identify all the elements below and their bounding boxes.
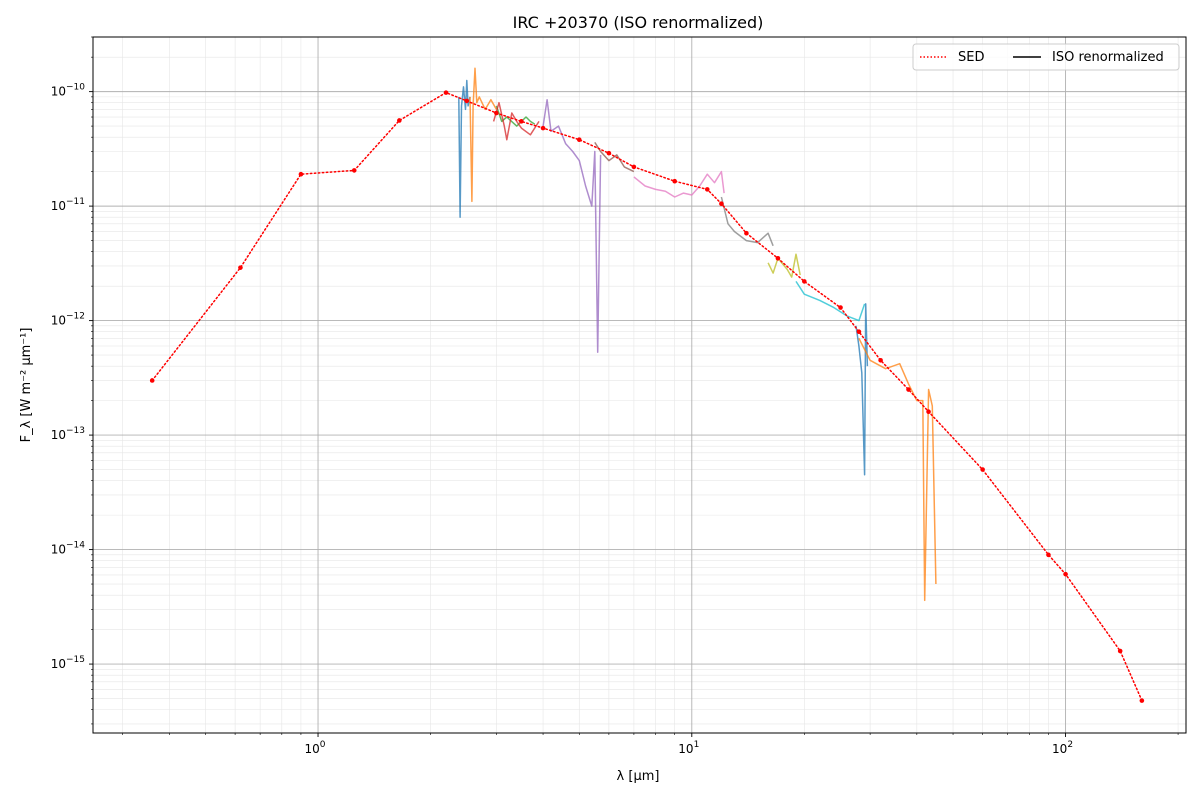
sed-point: [352, 168, 357, 173]
sed-point: [1063, 572, 1068, 577]
sed-point: [238, 265, 243, 270]
legend: SED ISO renormalized: [913, 44, 1179, 70]
sed-point: [632, 165, 637, 170]
sed-point: [857, 329, 862, 334]
sed-point: [577, 137, 582, 142]
sed-point: [519, 119, 524, 124]
legend-sed-label: SED: [958, 50, 984, 65]
sed-point: [926, 409, 931, 414]
y-axis-label: F_λ [W m⁻² μm⁻¹]: [19, 328, 34, 443]
legend-iso-label: ISO renormalized: [1052, 50, 1164, 65]
sed-point: [776, 256, 781, 261]
sed-point: [607, 151, 612, 156]
sed-point: [397, 118, 402, 123]
sed-point: [541, 126, 546, 131]
sed-point: [906, 387, 911, 392]
sed-point: [672, 179, 677, 184]
sed-point: [878, 358, 883, 363]
sed-point: [719, 201, 724, 206]
sed-point: [464, 99, 469, 104]
sed-point: [980, 467, 985, 472]
x-axis-label: λ [μm]: [617, 769, 660, 784]
sed-point: [1046, 553, 1051, 558]
sed-point: [494, 111, 499, 116]
sed-point: [150, 378, 155, 383]
chart-title: IRC +20370 (ISO renormalized): [513, 13, 764, 32]
sed-point: [1118, 649, 1123, 654]
sed-point: [299, 172, 304, 177]
sed-point: [444, 90, 449, 95]
sed-point: [744, 231, 749, 236]
sed-point: [705, 187, 710, 192]
sed-point: [802, 279, 807, 284]
sed-point: [838, 305, 843, 310]
sed-point: [1140, 698, 1145, 703]
